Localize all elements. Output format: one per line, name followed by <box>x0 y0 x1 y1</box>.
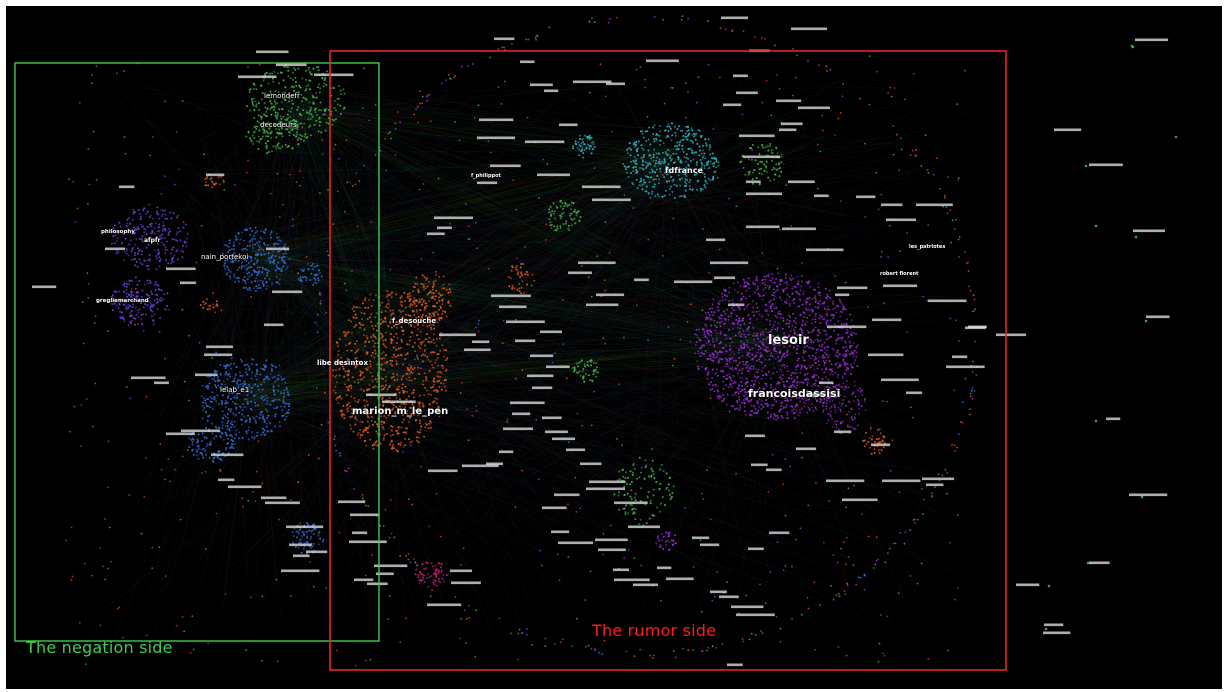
graph-major-labels: lesoir francoisdassisi marion_m_le_pen l… <box>96 92 946 418</box>
node-label-philosophy: philosophy <box>101 229 135 235</box>
node-label-gregliemarchand: gregliemarchand <box>96 298 149 304</box>
node-label-lesoir: lesoir <box>768 333 809 348</box>
graph-minor-labels <box>32 16 1170 667</box>
node-label-f-philippot: f_philippot <box>471 173 502 179</box>
node-label-libe-desintox: libe desintox <box>317 359 368 367</box>
network-graph-canvas: lesoir francoisdassisi marion_m_le_pen l… <box>6 6 1222 689</box>
negation-side-box <box>14 62 380 642</box>
node-label-afpfr: afpfr <box>144 237 161 244</box>
negation-side-title: The negation side <box>26 638 173 657</box>
node-label-f-desouche: f_desouche <box>392 317 436 325</box>
network-graph: lesoir francoisdassisi marion_m_le_pen l… <box>14 15 1178 671</box>
node-label-fdfrance: fdfrance <box>665 166 703 175</box>
node-label-robert-florent: robert florent <box>880 271 919 277</box>
node-label-marion-m-le-pen: marion_m_le_pen <box>352 406 448 417</box>
rumor-side-box <box>329 50 1007 671</box>
graph-nodes <box>65 15 1178 667</box>
node-label-lemondefr: lemondefr <box>264 92 300 100</box>
rumor-side-title: The rumor side <box>592 621 717 640</box>
node-label-les-patriotes: les_patriotes <box>909 244 945 250</box>
node-label-francoisdassisi: francoisdassisi <box>748 387 840 400</box>
node-label-nain-portekoi: nain_portekoi <box>201 253 248 261</box>
node-label-decodeurs: decodeurs <box>260 121 297 129</box>
node-label-lelab-e1: lelab_e1 <box>220 386 249 394</box>
